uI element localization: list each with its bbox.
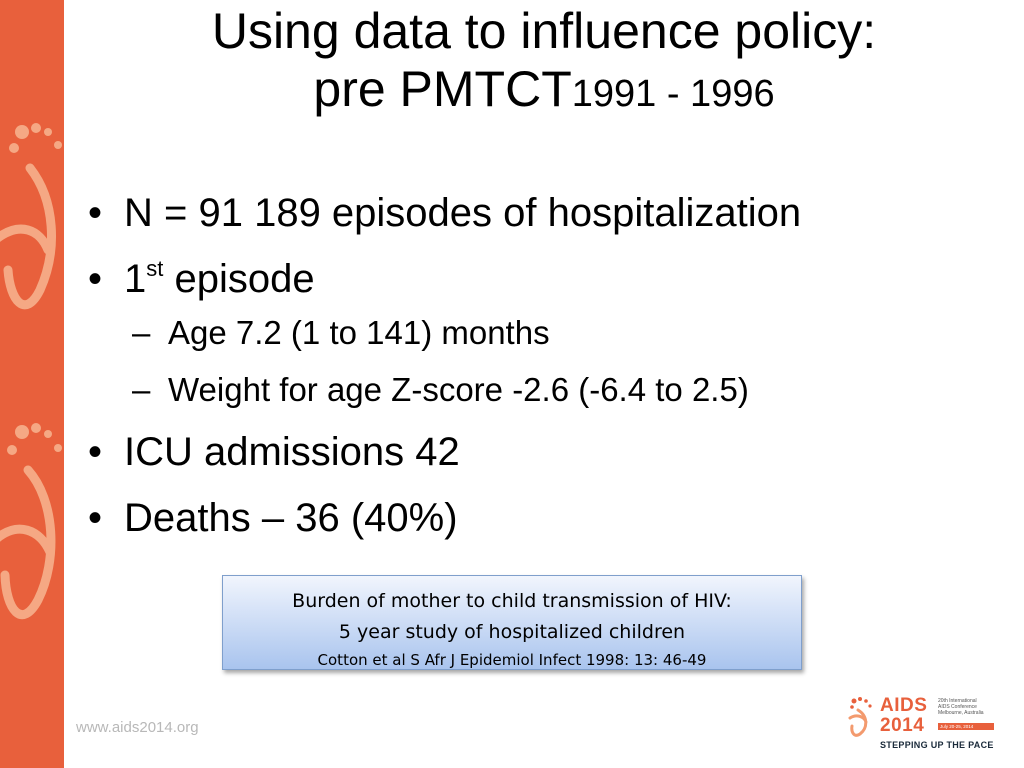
sub-bullet-age: Age 7.2 (1 to 141) months <box>124 312 988 354</box>
side-decoration-band <box>0 0 64 768</box>
logo-conference-info: 20th International AIDS Conference Melbo… <box>938 698 996 716</box>
citation-line-2: 5 year study of hospitalized children <box>338 621 686 643</box>
bullet-deaths: Deaths – 36 (40%) <box>88 493 988 543</box>
slide-title: Using data to influence policy: pre PMTC… <box>64 2 1024 123</box>
logo-name-line-2: 2014 <box>880 715 925 736</box>
footprint-ribbon-icon <box>848 697 872 737</box>
aids2014-logo: AIDS 2014 20th International AIDS Confer… <box>848 696 998 756</box>
logo-wordmark: AIDS 2014 <box>880 696 927 736</box>
title-main: pre PMTCT <box>313 61 572 117</box>
conference-line-3: Melbourne, Australia <box>938 710 984 716</box>
citation-box: Burden of mother to child transmission o… <box>222 575 802 670</box>
title-line-2: pre PMTCT1991 - 1996 <box>64 60 1024 123</box>
logo-name-line-1: AIDS <box>880 695 928 716</box>
conference-line-2: AIDS Conference <box>938 704 977 710</box>
first-episode-ordinal: st <box>146 256 164 281</box>
citation-reference: Cotton et al S Afr J Epidemiol Infect 19… <box>317 651 707 669</box>
citation-line-1: Burden of mother to child transmission o… <box>292 590 732 612</box>
sub-bullet-weight: Weight for age Z-score -2.6 (-6.4 to 2.5… <box>124 369 988 411</box>
conference-dates: July 20-25, 2014 <box>938 723 994 730</box>
conference-line-1: 20th International <box>938 698 977 704</box>
bullet-first-episode: 1st episode Age 7.2 (1 to 141) months We… <box>88 254 988 411</box>
first-episode-sublist: Age 7.2 (1 to 141) months Weight for age… <box>124 312 988 411</box>
footer-url: www.aids2014.org <box>76 719 199 736</box>
footprint-ribbon-icon <box>0 123 62 619</box>
bullet-episodes: N = 91 189 episodes of hospitalization <box>88 188 988 238</box>
logo-tagline: STEPPING UP THE PACE <box>880 740 994 750</box>
bullet-icu: ICU admissions 42 <box>88 427 988 477</box>
first-episode-label: episode <box>163 257 315 301</box>
title-line-1: Using data to influence policy: <box>211 3 877 59</box>
first-episode-number: 1 <box>124 257 147 301</box>
bullet-list: N = 91 189 episodes of hospitalization 1… <box>88 188 988 559</box>
title-years: 1991 - 1996 <box>571 73 775 115</box>
